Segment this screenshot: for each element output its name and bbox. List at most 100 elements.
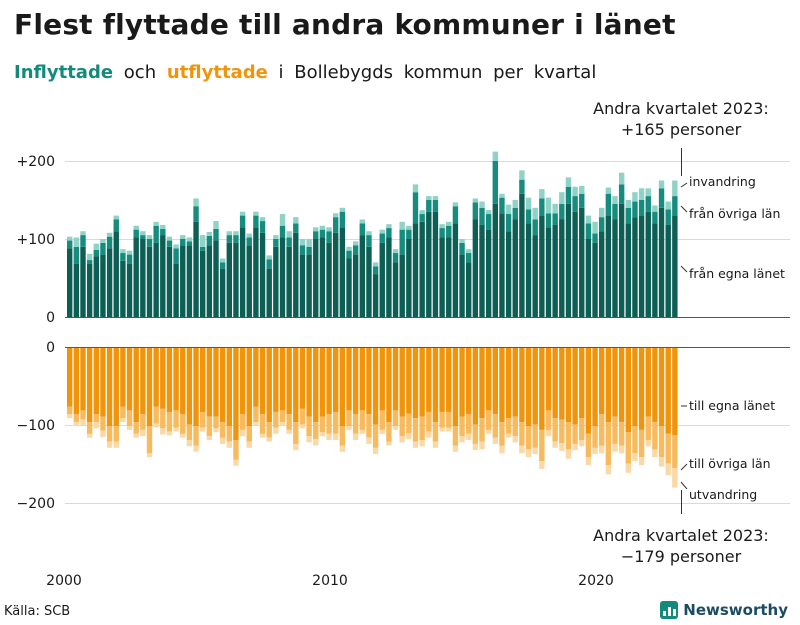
- bar-out-emigration: [539, 461, 545, 469]
- bar-in-other-counties: [432, 200, 439, 212]
- bar-out-own-county: [419, 348, 425, 417]
- bar-in-immigration: [186, 237, 193, 242]
- bar-in-own-county: [333, 232, 339, 317]
- bar-in-other-counties: [333, 217, 339, 233]
- bar-in-other-counties: [406, 229, 412, 239]
- bar-in-immigration: [80, 231, 86, 236]
- bar-in-own-county: [579, 207, 585, 317]
- bar-in-other-counties: [525, 209, 532, 224]
- bar-in-immigration: [259, 217, 266, 222]
- bar-in-own-county: [499, 213, 505, 317]
- bar-out-own-county: [259, 348, 266, 415]
- bar-out-own-county: [100, 348, 106, 417]
- bar-in-other-counties: [512, 207, 518, 220]
- bar-in-immigration: [632, 192, 638, 202]
- bar-in-other-counties: [466, 253, 472, 263]
- bar-out-own-county: [585, 348, 592, 434]
- bar-out-other-counties: [100, 416, 106, 431]
- bar-in-other-counties: [73, 246, 80, 264]
- bar-out-other-counties: [273, 411, 279, 428]
- bar-out-emigration: [120, 418, 126, 423]
- bar-in-other-counties: [173, 248, 179, 264]
- bar-in-other-counties: [452, 206, 459, 224]
- subtitle-och: och: [123, 62, 157, 83]
- annotation-invandring: invandring: [689, 174, 756, 189]
- bar-out-own-county: [113, 348, 119, 426]
- bar-in-other-counties: [266, 259, 272, 269]
- bar-out-other-counties: [120, 406, 126, 419]
- source-note: Källa: SCB: [4, 604, 71, 619]
- bar-out-other-counties: [366, 414, 372, 438]
- brand-logo[interactable]: Newsworthy: [660, 601, 788, 619]
- bottom-callout-line1: Andra kvartalet 2023:: [593, 526, 769, 545]
- bar-in-other-counties: [599, 217, 605, 232]
- bar-out-own-county: [565, 348, 572, 423]
- bar-in-immigration: [512, 200, 518, 208]
- bar-out-own-county: [173, 348, 179, 411]
- bar-out-own-county: [160, 348, 166, 409]
- bar-out-own-county: [120, 348, 126, 407]
- bar-in-other-counties: [672, 196, 678, 216]
- bar-out-emigration: [406, 433, 412, 440]
- bar-in-other-counties: [293, 223, 299, 233]
- bar-in-immigration: [525, 197, 532, 210]
- bar-out-other-counties: [572, 424, 578, 444]
- bar-out-other-counties: [372, 424, 379, 448]
- bar-in-own-county: [273, 246, 279, 317]
- bar-in-own-county: [426, 211, 432, 317]
- bar-in-other-counties: [379, 233, 385, 243]
- bar-out-own-county: [333, 348, 339, 412]
- bar-out-emigration: [485, 429, 492, 434]
- bar-out-emigration: [73, 422, 80, 426]
- subtitle-rest: i Bollebygds kommun per kvartal: [278, 62, 597, 83]
- bar-in-immigration: [605, 187, 612, 194]
- bar-in-own-county: [352, 254, 359, 317]
- bar-out-own-county: [499, 348, 505, 423]
- bar-out-own-county: [479, 348, 485, 419]
- x-tick-label: 2000: [46, 573, 82, 589]
- bar-out-other-counties: [466, 414, 472, 434]
- bar-out-other-counties: [80, 410, 86, 420]
- bar-in-own-county: [339, 227, 346, 317]
- bar-out-own-county: [213, 348, 219, 417]
- bar-out-emigration: [505, 433, 512, 438]
- bar-out-emigration: [126, 426, 133, 430]
- bar-in-other-counties: [439, 228, 445, 238]
- bar-out-emigration: [638, 457, 645, 465]
- bar-in-own-county: [539, 215, 545, 317]
- annotation-leader: [680, 463, 688, 471]
- bar-in-immigration: [106, 232, 113, 237]
- bar-in-own-county: [259, 232, 266, 317]
- bar-out-emigration: [293, 443, 299, 451]
- bar-out-emigration: [186, 440, 193, 447]
- bar-in-own-county: [612, 219, 618, 317]
- bar-in-immigration: [579, 185, 585, 194]
- bar-out-other-counties: [246, 426, 252, 442]
- bar-in-immigration: [665, 201, 671, 210]
- bar-out-emigration: [525, 449, 532, 458]
- bar-in-own-county: [446, 237, 452, 317]
- bar-out-emigration: [499, 445, 505, 454]
- bar-in-own-county: [226, 242, 232, 317]
- bar-out-own-county: [572, 348, 578, 425]
- chart-subtitle: Inflyttade och utflyttade i Bollebygds k…: [14, 62, 596, 83]
- bar-out-emigration: [339, 445, 346, 452]
- bar-in-other-counties: [259, 221, 266, 233]
- bar-out-emigration: [559, 443, 565, 451]
- bar-in-immigration: [472, 198, 479, 203]
- bar-out-other-counties: [499, 422, 505, 446]
- bar-out-own-county: [286, 348, 292, 415]
- bar-in-own-county: [585, 239, 592, 317]
- bar-in-other-counties: [412, 192, 419, 224]
- bar-out-emigration: [160, 428, 166, 435]
- bar-in-immigration: [140, 231, 146, 236]
- bar-in-own-county: [652, 223, 658, 317]
- bar-out-own-county: [153, 348, 159, 407]
- bar-in-other-counties: [253, 215, 259, 228]
- bar-out-emigration: [532, 447, 538, 455]
- bar-out-own-county: [426, 348, 432, 412]
- top-callout-line1: Andra kvartalet 2023:: [593, 99, 769, 118]
- y-tick-label: +200: [17, 154, 55, 170]
- bar-in-other-counties: [505, 214, 512, 232]
- bar-out-emigration: [100, 430, 106, 437]
